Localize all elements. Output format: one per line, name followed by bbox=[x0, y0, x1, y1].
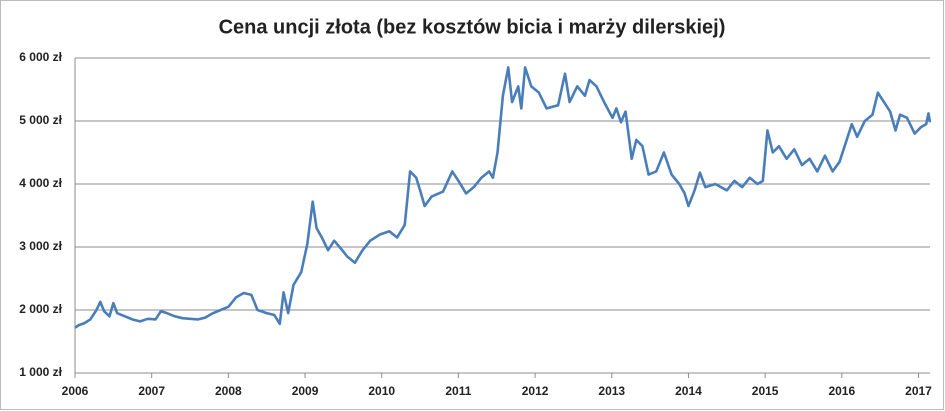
x-tick-label: 2012 bbox=[522, 384, 549, 398]
x-tick-label: 2009 bbox=[292, 384, 319, 398]
x-tick-label: 2008 bbox=[215, 384, 242, 398]
y-tick-label: 6 000 zł bbox=[19, 50, 62, 64]
x-tick-label: 2010 bbox=[368, 384, 395, 398]
x-tick-label: 2017 bbox=[905, 384, 932, 398]
y-tick-label: 1 000 zł bbox=[19, 365, 62, 379]
x-tick-label: 2011 bbox=[445, 384, 471, 398]
x-tick-label: 2015 bbox=[752, 384, 779, 398]
y-tick-label: 2 000 zł bbox=[19, 302, 62, 316]
y-tick-label: 4 000 zł bbox=[19, 176, 62, 190]
y-tick-label: 5 000 zł bbox=[19, 113, 62, 127]
chart-title: Cena uncji złota (bez kosztów bicia i ma… bbox=[219, 16, 726, 38]
price-line bbox=[74, 66, 932, 329]
x-tick-label: 2016 bbox=[828, 384, 855, 398]
y-tick-label: 3 000 zł bbox=[19, 239, 62, 253]
x-tick-label: 2014 bbox=[675, 384, 702, 398]
x-tick-label: 2006 bbox=[62, 384, 89, 398]
x-tick-label: 2013 bbox=[598, 384, 625, 398]
x-tick-label: 2007 bbox=[138, 384, 165, 398]
